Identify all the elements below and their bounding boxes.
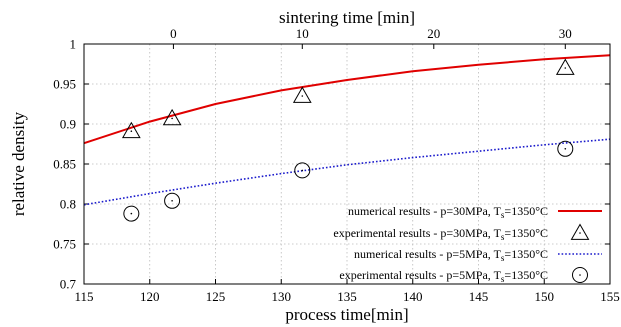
- x-tick-label: 135: [337, 289, 357, 304]
- x-tick-label: 140: [403, 289, 423, 304]
- x-axis-label: process time[min]: [285, 305, 408, 324]
- triangle-point-center: [301, 95, 304, 97]
- legend-label-2: numerical results - p=5MPa, Ts=1350°C: [354, 247, 548, 263]
- top-tick-label: 30: [559, 26, 572, 41]
- circle-point-center: [301, 169, 304, 172]
- y-axis-label: relative density: [9, 111, 28, 216]
- series-line-0: [83, 54, 611, 145]
- legend: numerical results - p=30MPa, Ts=1350°C ex…: [333, 204, 602, 284]
- y-tick-label: 0.85: [53, 157, 76, 172]
- triangle-point-center: [564, 67, 567, 69]
- circle-point-center: [130, 212, 133, 215]
- circle-point: [557, 140, 574, 157]
- x-tick-label: 155: [600, 289, 620, 304]
- triangle-point-center: [130, 130, 133, 132]
- circle-point: [294, 162, 311, 179]
- legend-label-0: numerical results - p=30MPa, Ts=1350°C: [348, 204, 548, 220]
- x-tick-label: 125: [206, 289, 226, 304]
- y-tick-label: 0.9: [60, 117, 76, 132]
- x-tick-label: 115: [74, 289, 93, 304]
- x-tick-label: 145: [469, 289, 489, 304]
- legend-swatch-1: [570, 223, 590, 240]
- top-tick-label: 10: [296, 26, 309, 41]
- legend-swatch-1-center: [579, 232, 581, 234]
- legend-label-3: experimental results - p=5MPa, Ts=1350°C: [339, 268, 548, 284]
- top-tick-label: 0: [170, 26, 177, 41]
- y-tick-label: 0.95: [53, 77, 76, 92]
- y-tick-label: 0.7: [60, 277, 77, 292]
- x-tick-label: 150: [535, 289, 555, 304]
- circle-point: [164, 192, 181, 209]
- triangle-point-center: [171, 117, 173, 120]
- y-tick-label: 1: [70, 37, 77, 52]
- x-tick-label: 120: [140, 289, 160, 304]
- circle-point-center: [564, 148, 567, 150]
- axis-ticks: 115 120 125 130 135 140 145 150 155 0 10 20 30 0.7 0.7…: [53, 26, 620, 304]
- y-tick-label: 0.75: [53, 237, 76, 252]
- triangle-point: [162, 108, 182, 126]
- triangle-point: [121, 121, 141, 139]
- top-tick-label: 20: [427, 26, 440, 41]
- series-layer: [83, 54, 611, 222]
- y-tick-label: 0.8: [60, 197, 76, 212]
- plot-frame: [83, 43, 611, 285]
- legend-label-1: experimental results - p=30MPa, Ts=1350°…: [333, 226, 548, 242]
- legend-swatch-3-center: [579, 274, 581, 276]
- circle-point: [123, 205, 140, 222]
- x-tick-label: 130: [272, 289, 292, 304]
- triangle-point: [555, 58, 575, 75]
- triangle-point: [292, 86, 312, 103]
- circle-point-center: [171, 200, 173, 202]
- grid: [84, 44, 610, 284]
- top-axis-label: sintering time [min]: [279, 8, 415, 27]
- legend-swatch-3: [572, 267, 588, 283]
